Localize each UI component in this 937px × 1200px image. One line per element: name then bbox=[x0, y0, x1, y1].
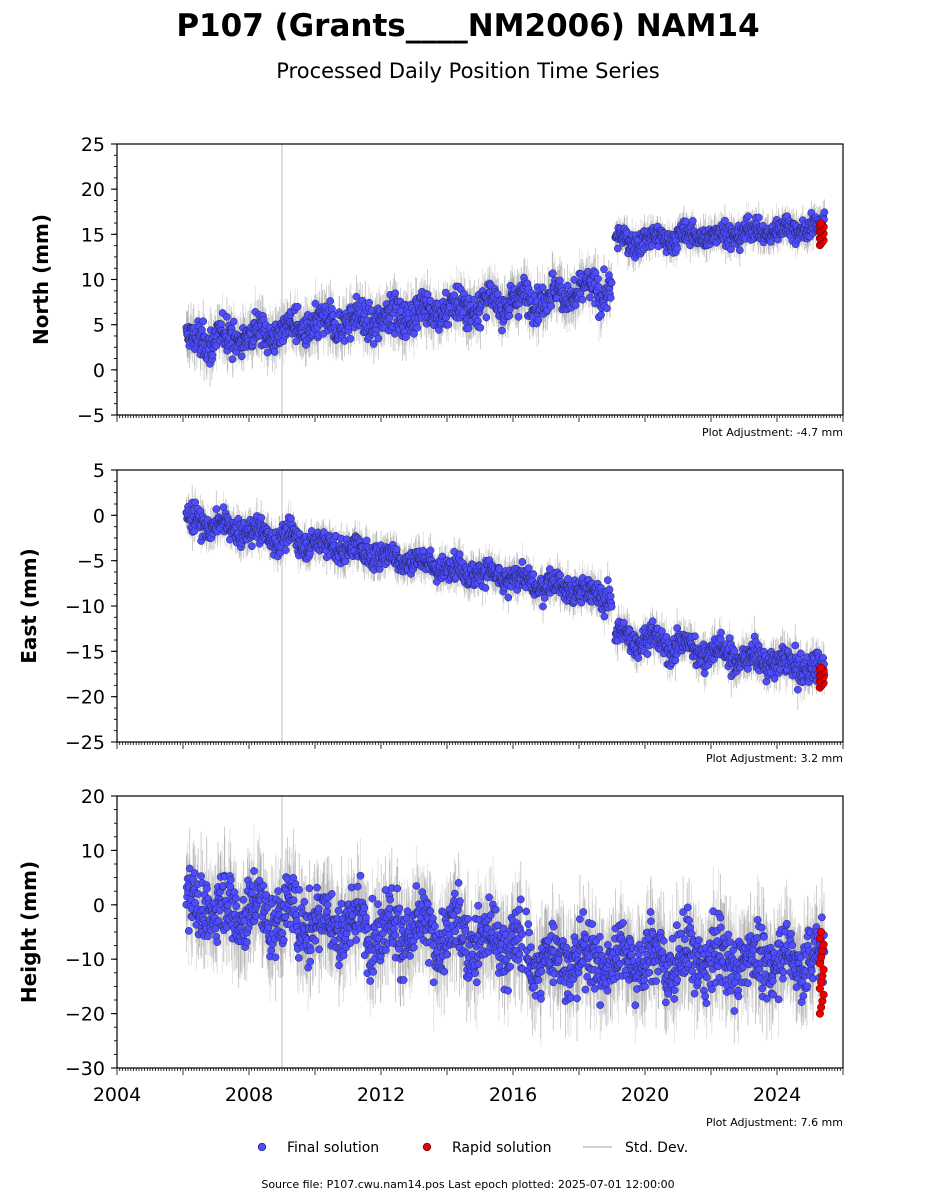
final-solution-point bbox=[470, 295, 479, 304]
final-solution-point bbox=[365, 298, 373, 307]
final-solution-point bbox=[493, 290, 502, 298]
final-solution-point bbox=[217, 320, 225, 328]
y-tick-label: 10 bbox=[81, 270, 105, 292]
final-solution-point bbox=[727, 245, 735, 254]
y-tick-label: 20 bbox=[81, 179, 105, 201]
final-solution-point bbox=[212, 341, 221, 350]
final-solution-point bbox=[563, 281, 572, 290]
final-solution-point bbox=[311, 299, 320, 308]
final-solution-point bbox=[538, 283, 547, 292]
final-solution-point bbox=[597, 311, 605, 319]
final-solution-point bbox=[328, 305, 336, 313]
final-solution-point bbox=[229, 317, 238, 326]
final-solution-point bbox=[606, 293, 615, 302]
final-solution-point bbox=[352, 292, 361, 301]
panel-north: 25 20 15 10 5 0 −5 North (mm) Plot Adjustment: -… bbox=[29, 134, 844, 439]
final-solution-point bbox=[673, 244, 681, 253]
rapid-solution-points bbox=[815, 219, 828, 250]
y-tick-label: 25 bbox=[81, 134, 105, 156]
final-solution-point bbox=[571, 301, 580, 309]
final-solution-point bbox=[505, 305, 514, 313]
final-solution-point bbox=[534, 316, 543, 324]
final-solution-point bbox=[326, 297, 335, 305]
final-solution-point bbox=[548, 269, 557, 278]
final-solution-points bbox=[182, 208, 829, 368]
final-solution-point bbox=[556, 276, 564, 285]
final-solution-point bbox=[594, 282, 603, 291]
final-solution-point bbox=[754, 213, 763, 222]
plot-adjustment-note: Plot Adjustment: -4.7 mm bbox=[702, 426, 843, 439]
final-solution-point bbox=[820, 208, 829, 217]
final-solution-points bbox=[182, 498, 829, 694]
rapid-solution-point bbox=[817, 219, 826, 228]
final-solution-point bbox=[600, 265, 608, 274]
final-solution-point bbox=[498, 326, 506, 335]
final-solution-point bbox=[444, 320, 453, 329]
final-solution-point bbox=[212, 505, 221, 513]
chart-subtitle: Processed Daily Position Time Series bbox=[276, 59, 660, 83]
final-solution-point bbox=[208, 351, 217, 360]
final-solution-point bbox=[505, 311, 514, 320]
final-solution-point bbox=[369, 340, 378, 348]
final-solution-point bbox=[292, 337, 301, 346]
final-solution-point bbox=[578, 295, 587, 304]
final-solution-point bbox=[346, 334, 355, 343]
final-solution-point bbox=[228, 355, 237, 364]
y-tick-label: −5 bbox=[77, 405, 105, 427]
y-tick-label: 0 bbox=[93, 360, 105, 382]
final-solution-point bbox=[476, 323, 485, 332]
final-solution-point bbox=[199, 317, 208, 326]
final-solution-point bbox=[547, 302, 555, 310]
final-solution-point bbox=[270, 348, 279, 356]
final-solution-point bbox=[374, 334, 383, 343]
final-solution-point bbox=[586, 293, 594, 302]
y-axis-label: North (mm) bbox=[29, 214, 53, 345]
final-solution-point bbox=[248, 542, 256, 551]
final-solution-point bbox=[423, 290, 432, 299]
final-solution-point bbox=[410, 329, 418, 338]
final-solution-point bbox=[514, 312, 523, 321]
final-solution-point bbox=[613, 244, 622, 253]
chart-title: P107 (Grants____NM2006) NAM14 bbox=[176, 8, 759, 44]
final-solution-point bbox=[237, 352, 246, 361]
final-solution-point bbox=[594, 274, 602, 283]
final-solution-point bbox=[464, 324, 473, 333]
final-solution-point bbox=[735, 246, 744, 255]
final-solution-point bbox=[607, 278, 616, 287]
final-solution-point bbox=[603, 304, 611, 313]
final-solution-point bbox=[223, 313, 231, 321]
final-solution-point bbox=[450, 291, 459, 300]
final-solution-point bbox=[688, 217, 697, 225]
plot-frame bbox=[116, 143, 844, 416]
final-solution-point bbox=[293, 302, 302, 311]
final-solution-point bbox=[744, 212, 753, 221]
panels: 25 20 15 10 5 0 −5 North (mm) Plot Adjustment: -… bbox=[17, 134, 844, 1129]
final-solution-point bbox=[482, 313, 491, 322]
final-solution-point bbox=[402, 333, 410, 341]
y-tick-label: 15 bbox=[81, 224, 105, 246]
final-solution-point bbox=[391, 289, 400, 298]
y-tick-label: 5 bbox=[93, 315, 105, 337]
final-solution-point bbox=[413, 323, 422, 332]
